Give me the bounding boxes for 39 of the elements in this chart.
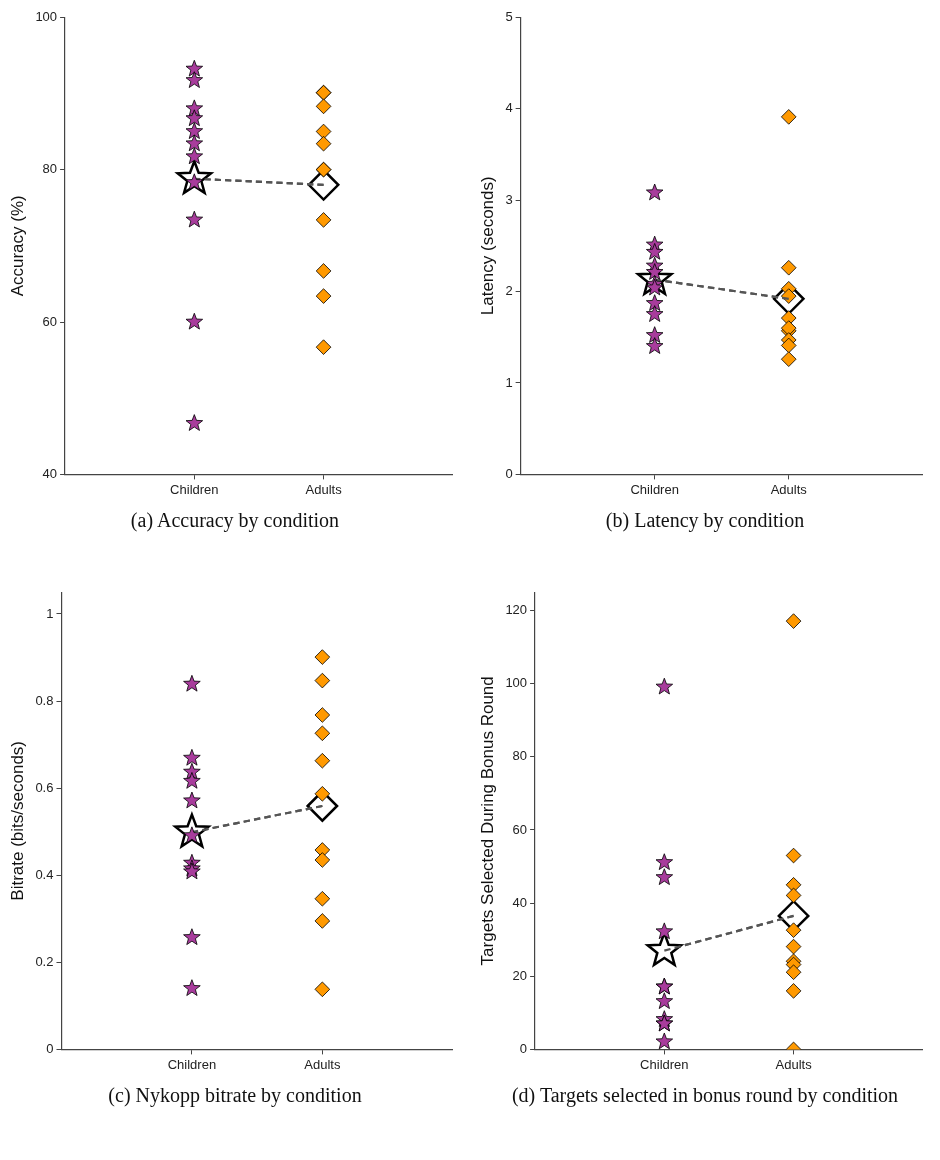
y-tick-label: 2 <box>505 283 513 299</box>
y-tick-label: 0 <box>505 465 513 481</box>
y-axis-title: Latency (seconds) <box>477 176 497 316</box>
y-tick-label: 0.2 <box>35 953 54 969</box>
y-tick-label: 80 <box>512 748 528 764</box>
text: (d) Targets selected in bonus round by condition <box>510 1083 900 1108</box>
x-tick-label: Children <box>640 1056 689 1072</box>
x-tick-label: Children <box>170 481 219 497</box>
text: (b) Latency by condition <box>604 508 806 533</box>
x-tick-label: Children <box>167 1056 217 1072</box>
y-tick-label: 60 <box>512 821 528 837</box>
y-tick-label: 1 <box>46 605 54 621</box>
y-tick-label: 3 <box>505 191 513 207</box>
y-tick-label: 4 <box>505 100 513 116</box>
y-axis-title: Accuracy (%) <box>7 195 27 297</box>
text: (c) Nykopp bitrate by condition <box>107 1083 363 1108</box>
y-tick-label: 100 <box>505 675 528 691</box>
y-tick-label: 0 <box>519 1040 528 1056</box>
y-tick-label: 40 <box>512 894 528 910</box>
text: (a) Accuracy by condition <box>129 508 341 533</box>
y-axis-title: Bitrate (bits/seconds) <box>7 740 27 901</box>
y-tick-label: 80 <box>42 161 58 177</box>
x-tick-label: Adults <box>305 481 343 497</box>
y-tick-label: 0.6 <box>35 779 54 795</box>
y-tick-label: 120 <box>505 602 528 618</box>
x-tick-label: Adults <box>775 1056 813 1072</box>
x-tick-label: Adults <box>304 1056 341 1072</box>
y-tick-label: 5 <box>505 8 513 24</box>
y-tick-label: 100 <box>35 8 58 24</box>
y-axis-title: Targets Selected During Bonus Round <box>477 676 497 966</box>
y-tick-label: 0.8 <box>35 692 54 708</box>
y-tick-label: 0 <box>46 1040 54 1056</box>
y-tick-label: 1 <box>505 374 513 390</box>
x-tick-label: Adults <box>770 481 808 497</box>
y-tick-label: 0.4 <box>35 866 54 882</box>
x-tick-label: Children <box>630 481 679 497</box>
y-tick-label: 40 <box>42 465 58 481</box>
y-tick-label: 60 <box>42 313 58 329</box>
y-tick-label: 20 <box>512 967 528 983</box>
